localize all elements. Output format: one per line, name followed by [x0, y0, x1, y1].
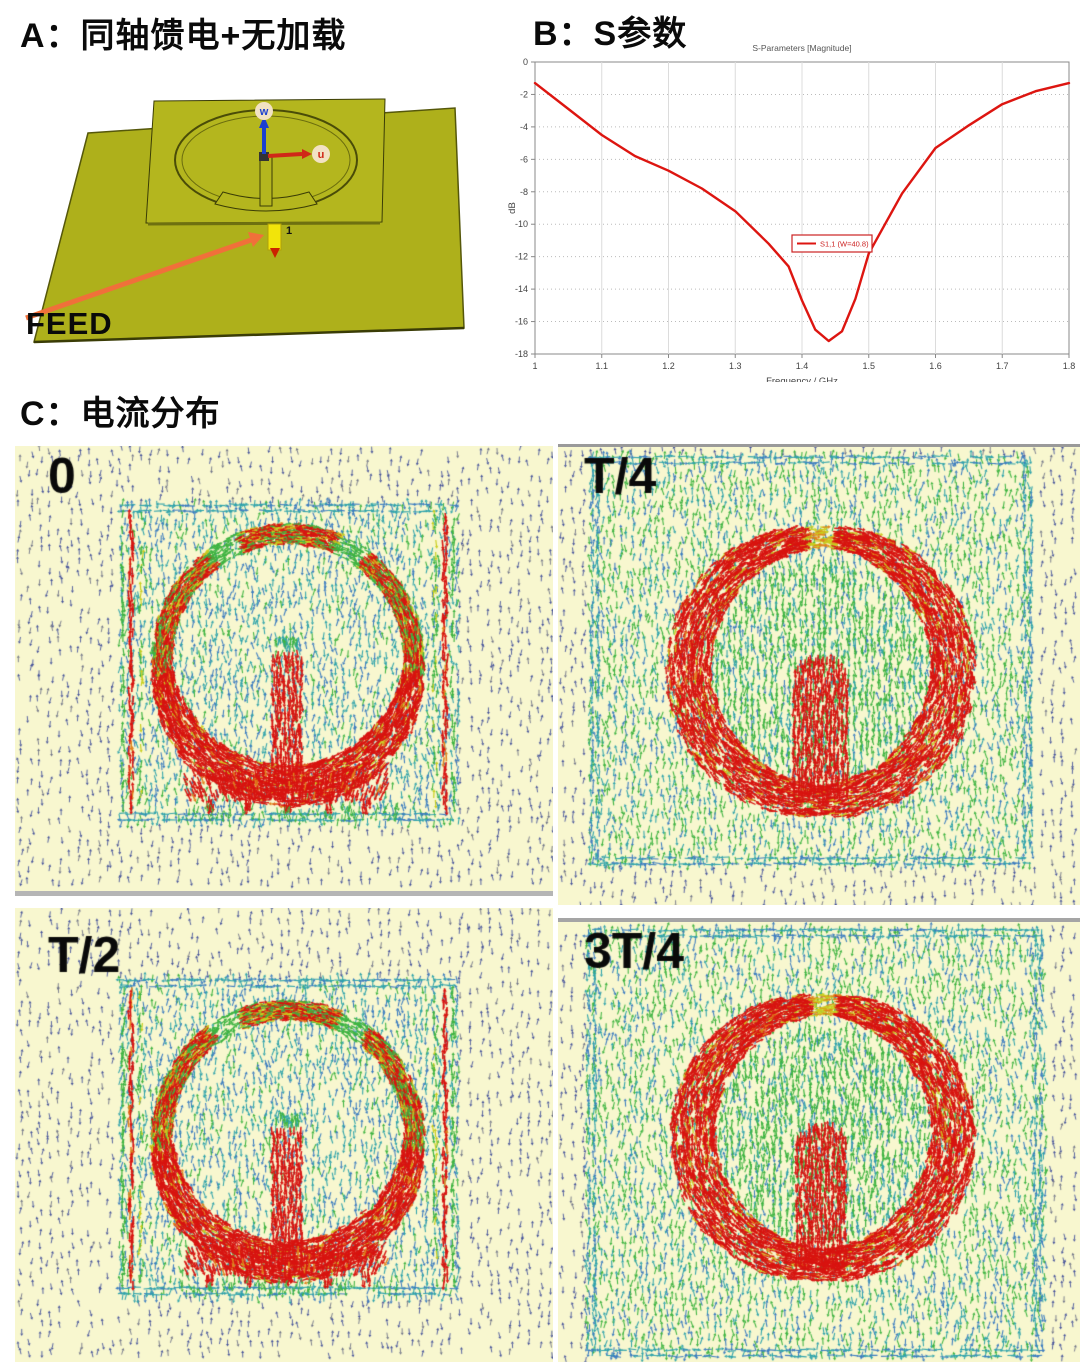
- y-tick-label: -4: [520, 122, 528, 132]
- feed-pin-tip: [270, 248, 280, 258]
- y-tick-label: -2: [520, 89, 528, 99]
- y-tick-label: 0: [523, 57, 528, 67]
- divider-above-plot-3t4: [558, 918, 1080, 922]
- y-tick-label: -14: [515, 284, 528, 294]
- chart-title: S-Parameters [Magnitude]: [752, 43, 851, 53]
- board-bottom-edge: [33, 326, 465, 344]
- x-axis-label: Frequency / GHz: [766, 376, 838, 382]
- patch-shadow-edge: [147, 221, 381, 226]
- y-axis-label: dB: [507, 202, 518, 214]
- x-tick-label: 1.8: [1063, 361, 1076, 371]
- current-plot-phase-0: [15, 446, 553, 891]
- x-tick-label: 1.7: [996, 361, 1009, 371]
- x-tick-label: 1.4: [796, 361, 809, 371]
- axis-origin-box: [259, 152, 269, 161]
- current-plot-phase-t2: [15, 908, 553, 1362]
- x-tick-label: 1.6: [929, 361, 942, 371]
- panel-a-title: A：同轴馈电+无加载: [20, 17, 347, 55]
- panel-c-title: C：电流分布: [20, 395, 221, 433]
- y-tick-label: -6: [520, 154, 528, 164]
- x-tick-label: 1.1: [595, 361, 608, 371]
- feed-annotation-arrowhead: [248, 232, 264, 247]
- w-axis-badge: [255, 102, 273, 120]
- y-tick-label: -8: [520, 187, 528, 197]
- x-tick-label: 1.3: [729, 361, 742, 371]
- divider-under-plot-0: [15, 891, 553, 896]
- w-axis-arrowhead: [259, 116, 269, 128]
- legend-series-label: S1,1 (W=40.8): [820, 240, 869, 249]
- current-plot-phase-t4: [558, 447, 1080, 905]
- u-axis-arrow: [267, 152, 303, 158]
- x-tick-label: 1.2: [662, 361, 675, 371]
- antenna-3d-model: w u 1: [25, 98, 465, 344]
- u-axis-badge: [312, 145, 330, 163]
- u-axis-arrowhead: [302, 149, 312, 159]
- feed-annotation-arrow: [25, 236, 255, 321]
- chart-legend-box: [791, 234, 873, 253]
- w-axis-label: w: [259, 106, 269, 118]
- y-tick-label: -18: [515, 349, 528, 359]
- y-tick-label: -10: [515, 219, 528, 229]
- u-axis-label: u: [318, 149, 325, 161]
- x-tick-label: 1.5: [862, 361, 875, 371]
- current-plot-phase-3t4: [558, 922, 1080, 1362]
- y-tick-label: -16: [515, 317, 528, 327]
- coax-feed-pin: [267, 223, 282, 251]
- s11-curve: [533, 81, 1071, 343]
- divider-above-plot-t4: [558, 444, 1080, 447]
- port-number-label: 1: [286, 225, 292, 237]
- feed-stub: [259, 155, 273, 207]
- s-parameter-chart: 1 1.1 1.2 1.3 1.4 1.5 1.6 1.7 1.8 0 -2 -4 -6 -8 -10 -12…: [507, 43, 1076, 382]
- y-tick-label: -12: [515, 252, 528, 262]
- panel-b-title: B：S参数: [533, 15, 688, 53]
- feed-label: FEED: [26, 306, 113, 341]
- x-tick-label: 1: [532, 361, 537, 371]
